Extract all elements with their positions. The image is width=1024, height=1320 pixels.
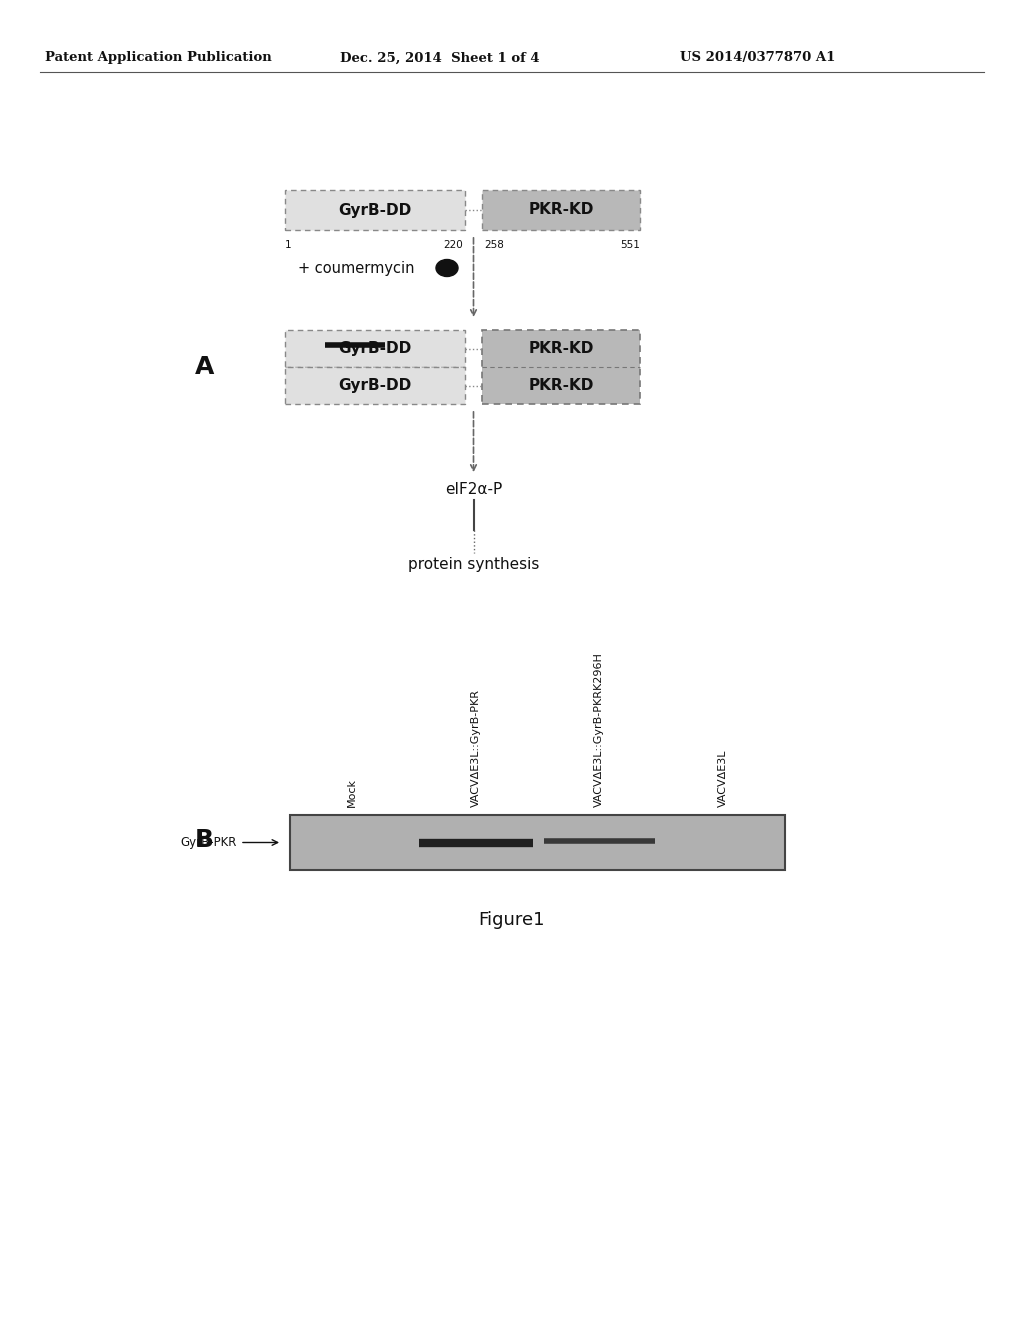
Text: Mock: Mock <box>347 777 357 807</box>
Bar <box>290 814 785 870</box>
FancyBboxPatch shape <box>285 190 465 230</box>
Ellipse shape <box>436 260 458 276</box>
Text: 220: 220 <box>443 240 463 249</box>
Text: PKR-KD: PKR-KD <box>528 202 594 218</box>
Text: PKR-KD: PKR-KD <box>528 378 594 393</box>
Text: VACVΔE3L: VACVΔE3L <box>718 750 728 807</box>
Text: VACVΔE3L::GyrB-PKR: VACVΔE3L::GyrB-PKR <box>471 689 480 807</box>
Text: protein synthesis: protein synthesis <box>408 557 540 573</box>
Text: B: B <box>195 828 214 851</box>
Text: VACVΔE3L::GyrB-PKRK296H: VACVΔE3L::GyrB-PKRK296H <box>594 652 604 807</box>
Text: eIF2α-P: eIF2α-P <box>444 483 502 498</box>
FancyBboxPatch shape <box>482 190 640 230</box>
Text: PKR-KD: PKR-KD <box>528 341 594 356</box>
Text: GyrB-PKR: GyrB-PKR <box>180 836 237 849</box>
Text: Patent Application Publication: Patent Application Publication <box>45 51 271 65</box>
Text: 1: 1 <box>285 240 292 249</box>
Text: GyrB-DD: GyrB-DD <box>338 378 412 393</box>
Text: Figure1: Figure1 <box>479 911 545 929</box>
FancyBboxPatch shape <box>285 330 465 367</box>
FancyBboxPatch shape <box>482 330 640 404</box>
Text: GyrB-DD: GyrB-DD <box>338 341 412 356</box>
Text: 258: 258 <box>484 240 504 249</box>
Text: 551: 551 <box>621 240 640 249</box>
FancyBboxPatch shape <box>285 367 465 404</box>
Text: + coumermycin: + coumermycin <box>298 260 415 276</box>
Text: A: A <box>195 355 214 379</box>
Text: Dec. 25, 2014  Sheet 1 of 4: Dec. 25, 2014 Sheet 1 of 4 <box>340 51 540 65</box>
Text: US 2014/0377870 A1: US 2014/0377870 A1 <box>680 51 836 65</box>
Text: GyrB-DD: GyrB-DD <box>338 202 412 218</box>
